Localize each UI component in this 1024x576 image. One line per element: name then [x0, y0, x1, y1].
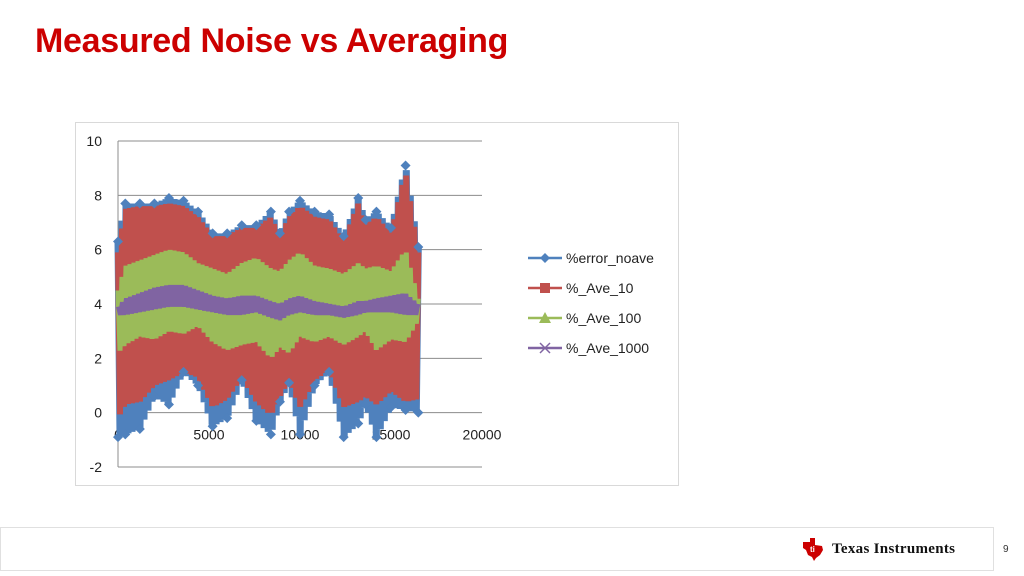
data-point	[284, 206, 295, 217]
data-point	[295, 195, 305, 206]
data-point	[274, 396, 285, 407]
noise-chart: -2024681005000100001500020000%error_noav…	[86, 133, 654, 475]
data-point	[338, 231, 349, 242]
data-point	[207, 228, 218, 239]
data-point	[309, 380, 320, 391]
data-point	[236, 220, 247, 231]
data-point	[360, 214, 371, 225]
data-point	[274, 228, 285, 239]
x-tick-label: 5000	[193, 427, 224, 443]
data-point	[371, 206, 382, 217]
data-point	[149, 391, 160, 402]
y-tick-label: 6	[94, 242, 102, 258]
y-tick-label: 2	[94, 350, 102, 366]
data-point	[324, 366, 335, 377]
data-point	[265, 429, 276, 440]
ti-logo[interactable]: ti Texas Instruments	[800, 536, 955, 562]
data-point	[386, 222, 396, 233]
y-tick-label: 10	[86, 133, 102, 149]
data-point	[353, 418, 364, 429]
data-point	[324, 209, 335, 220]
x-tick-label: 20000	[463, 427, 502, 443]
y-tick-label: 8	[94, 187, 102, 203]
data-point	[149, 198, 160, 209]
data-point	[309, 206, 320, 217]
legend-marker	[540, 283, 550, 293]
data-point	[400, 404, 411, 415]
svg-text:ti: ti	[810, 545, 815, 554]
data-point	[163, 399, 174, 410]
data-point	[295, 429, 305, 440]
data-point	[236, 375, 247, 386]
data-point	[193, 206, 204, 217]
data-point	[400, 160, 411, 171]
legend-marker	[540, 253, 550, 263]
legend-marker	[539, 342, 551, 354]
page-number: 9	[1003, 544, 1009, 555]
y-tick-label: 0	[94, 405, 102, 421]
legend-label: %error_noave	[566, 250, 654, 266]
data-point	[413, 241, 424, 252]
data-point	[207, 421, 218, 432]
data-point	[222, 228, 233, 239]
footer-bar	[0, 527, 994, 571]
legend-marker	[539, 312, 551, 323]
data-point	[178, 195, 189, 206]
data-point	[134, 423, 145, 434]
data-point	[371, 432, 382, 443]
y-tick-label: -2	[90, 459, 103, 475]
data-point	[413, 407, 424, 418]
data-point	[222, 413, 233, 424]
data-point	[338, 432, 349, 443]
data-point	[251, 415, 262, 426]
legend-label: %_Ave_10	[566, 280, 634, 296]
chart-area: -2024681005000100001500020000%error_noav…	[75, 122, 679, 486]
data-point	[284, 377, 295, 388]
y-tick-label: 4	[94, 296, 102, 312]
data-point	[163, 193, 174, 204]
data-point	[120, 198, 131, 209]
data-point	[134, 198, 145, 209]
data-point	[265, 206, 276, 217]
x-tick-label: 15000	[372, 427, 411, 443]
ti-wordmark: Texas Instruments	[832, 540, 956, 557]
series-line-1	[115, 175, 422, 415]
data-point	[193, 380, 204, 391]
data-point	[360, 399, 371, 410]
data-point	[353, 193, 364, 204]
slide-title: Measured Noise vs Averaging	[35, 22, 509, 60]
data-point	[113, 236, 123, 247]
data-point	[178, 366, 189, 377]
series-line-2	[115, 249, 421, 357]
texas-state-icon: ti	[803, 538, 823, 561]
data-point	[251, 220, 262, 231]
legend-label: %_Ave_100	[566, 310, 641, 326]
data-point	[120, 429, 131, 440]
series-line-3	[116, 284, 421, 321]
data-point	[386, 402, 396, 413]
legend-label: %_Ave_1000	[566, 340, 649, 356]
